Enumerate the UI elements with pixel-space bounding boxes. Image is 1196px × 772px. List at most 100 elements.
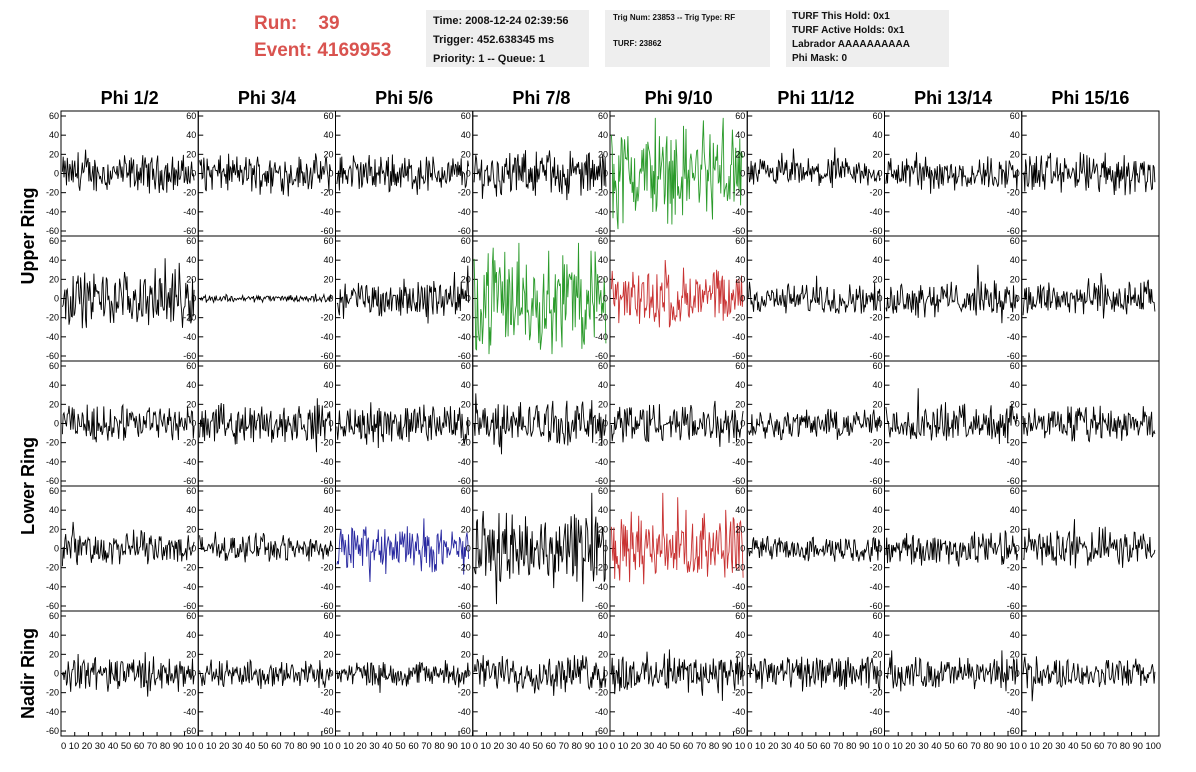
waveform-trace xyxy=(61,652,195,697)
y-tick-label: -40 xyxy=(869,457,882,467)
y-tick-label: -40 xyxy=(732,457,745,467)
y-tick-label: -40 xyxy=(595,332,608,342)
y-tick-label: -60 xyxy=(595,476,608,486)
y-tick-label: 40 xyxy=(598,505,608,515)
y-tick-label: 0 xyxy=(191,669,196,679)
waveform-trace xyxy=(199,398,332,453)
y-tick-label: 60 xyxy=(186,111,196,121)
y-tick-label: 20 xyxy=(323,274,333,284)
x-tick-labels: 0 10 20 30 40 50 60 70 80 90 10 xyxy=(747,741,882,752)
ring-label: Lower Ring xyxy=(18,437,38,535)
y-tick-label: -60 xyxy=(458,351,471,361)
y-tick-label: -60 xyxy=(458,726,471,736)
y-tick-label: -40 xyxy=(732,207,745,217)
y-tick-label: -20 xyxy=(869,563,882,573)
panel-frame xyxy=(472,610,611,737)
y-tick-label: -20 xyxy=(595,438,608,448)
y-tick-label: 40 xyxy=(598,380,608,390)
y-tick-label: -60 xyxy=(183,226,196,236)
panel-frame xyxy=(884,235,1023,362)
waveform-trace xyxy=(610,649,744,701)
y-tick-label: -60 xyxy=(869,726,882,736)
y-tick-label: 0 xyxy=(328,419,333,429)
y-tick-label: -40 xyxy=(458,332,471,342)
y-tick-label: -20 xyxy=(1007,438,1020,448)
y-tick-label: 0 xyxy=(740,544,745,554)
y-tick-label: 0 xyxy=(740,169,745,179)
y-tick-label: 0 xyxy=(466,669,471,679)
y-tick-label: 20 xyxy=(49,274,59,284)
ring-label: Upper Ring xyxy=(18,188,38,285)
y-tick-label: 20 xyxy=(735,649,745,659)
y-tick-label: 0 xyxy=(877,169,882,179)
y-tick-label: 40 xyxy=(735,380,745,390)
run-label: Run: xyxy=(254,13,298,34)
y-tick-label: -40 xyxy=(595,457,608,467)
y-tick-label: -60 xyxy=(320,226,333,236)
column-header: Phi 3/4 xyxy=(238,88,296,108)
y-tick-label: 40 xyxy=(735,505,745,515)
y-tick-label: -60 xyxy=(320,351,333,361)
y-tick-label: -20 xyxy=(1007,188,1020,198)
y-tick-label: -20 xyxy=(1007,313,1020,323)
y-tick-label: 40 xyxy=(872,255,882,265)
y-tick-label: 20 xyxy=(461,399,471,409)
y-tick-label: 60 xyxy=(186,486,196,496)
y-tick-label: 40 xyxy=(1010,505,1020,515)
x-tick-labels: 0 10 20 30 40 50 60 70 80 90 10 xyxy=(885,741,1020,752)
y-tick-label: 40 xyxy=(323,505,333,515)
y-tick-label: 20 xyxy=(186,399,196,409)
y-tick-label: 40 xyxy=(1010,255,1020,265)
turf-text: TURF: 23862 xyxy=(613,39,662,48)
y-tick-label: 60 xyxy=(323,361,333,371)
time-info-box: Time: 2008-12-24 02:39:56 Trigger: 452.6… xyxy=(426,10,589,67)
y-tick-label: 40 xyxy=(598,130,608,140)
y-tick-label: -20 xyxy=(595,313,608,323)
y-tick-label: 20 xyxy=(461,149,471,159)
run-event-box: Run: 39 Event: 4169953 xyxy=(254,10,391,64)
time-text: Time: 2008-12-24 02:39:56 xyxy=(433,15,569,27)
y-tick-label: 40 xyxy=(872,130,882,140)
y-tick-label: -60 xyxy=(1007,226,1020,236)
waveform-trace xyxy=(199,658,332,690)
y-tick-label: -40 xyxy=(1007,457,1020,467)
y-tick-label: -60 xyxy=(46,226,59,236)
y-tick-label: -20 xyxy=(183,563,196,573)
y-tick-label: 0 xyxy=(54,294,59,304)
y-tick-label: -60 xyxy=(1007,726,1020,736)
y-tick-label: -20 xyxy=(458,188,471,198)
x-tick-labels: 0 10 20 30 40 50 60 70 80 90 10 xyxy=(61,741,196,752)
waveform-trace xyxy=(199,531,332,563)
y-tick-label: -60 xyxy=(183,726,196,736)
waveform-trace xyxy=(336,660,470,693)
y-tick-label: -20 xyxy=(46,688,59,698)
y-tick-label: -60 xyxy=(595,726,608,736)
y-tick-label: -60 xyxy=(732,726,745,736)
column-header: Phi 5/6 xyxy=(375,88,433,108)
y-tick-label: 60 xyxy=(461,111,471,121)
y-tick-label: 0 xyxy=(328,169,333,179)
waveform-trace xyxy=(610,492,744,585)
y-tick-label: 40 xyxy=(323,630,333,640)
y-tick-label: -20 xyxy=(46,188,59,198)
y-tick-label: 20 xyxy=(323,524,333,534)
y-tick-label: -40 xyxy=(183,332,196,342)
event-value: 4169953 xyxy=(317,40,392,61)
y-tick-label: -20 xyxy=(46,438,59,448)
y-tick-label: 60 xyxy=(323,111,333,121)
y-tick-label: 0 xyxy=(328,544,333,554)
y-tick-label: -60 xyxy=(46,601,59,611)
column-header: Phi 9/10 xyxy=(645,88,713,108)
y-tick-label: 60 xyxy=(1010,611,1020,621)
y-tick-label: 60 xyxy=(49,486,59,496)
y-tick-label: 40 xyxy=(872,380,882,390)
y-tick-label: -20 xyxy=(869,688,882,698)
y-tick-label: -60 xyxy=(869,226,882,236)
y-tick-label: 0 xyxy=(466,544,471,554)
y-tick-label: -60 xyxy=(320,726,333,736)
y-tick-label: 60 xyxy=(598,361,608,371)
trigger-info-box: Trig Num: 23853 -- Trig Type: RF TURF: 2… xyxy=(605,10,770,67)
y-tick-label: -60 xyxy=(46,476,59,486)
y-tick-label: -20 xyxy=(46,313,59,323)
y-tick-label: 20 xyxy=(49,399,59,409)
